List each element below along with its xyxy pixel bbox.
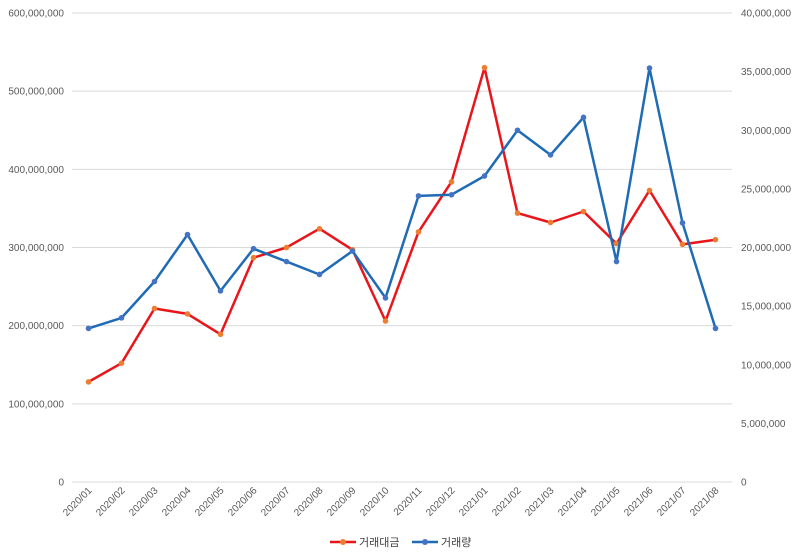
series-layer [85,64,719,385]
series-1-point[interactable] [382,318,389,324]
right-tick-label: 40,000,000 [741,9,791,20]
series-2-point[interactable] [646,65,653,71]
right-y-axis: 0 5,000,000 10,000,000 15,000,000 20,000,000… [741,9,791,489]
series-2-point[interactable] [151,278,158,285]
x-tick-label: 2020/01 [61,485,95,519]
right-tick-label: 35,000,000 [741,67,791,78]
series-1-point[interactable] [415,229,422,235]
series-2-point[interactable] [613,258,620,265]
series-2-point[interactable] [481,173,488,179]
x-tick-label: 2020/07 [259,485,293,519]
series-1-point[interactable] [316,225,323,232]
left-tick-label: 100,000,000 [8,399,64,410]
left-tick-label: 600,000,000 [8,9,64,20]
series-1-point[interactable] [118,360,125,366]
series-2-point[interactable] [283,258,290,265]
series-2-point[interactable] [679,220,686,226]
series-2-line [88,66,717,330]
series-2-point[interactable] [316,271,323,278]
left-tick-label: 400,000,000 [8,165,64,176]
x-tick-label: 2020/02 [94,485,128,519]
x-tick-label: 2021/08 [688,485,722,519]
left-tick-label: 500,000,000 [8,87,64,98]
x-tick-label: 2020/08 [292,485,326,519]
x-tick-label: 2021/07 [655,485,689,519]
legend-item-series-2[interactable]: 거래량 [412,536,471,549]
left-tick-label: 0 [58,478,64,489]
series-1-point[interactable] [151,305,158,312]
series-1-point[interactable] [85,379,92,385]
x-tick-label: 2021/01 [457,485,491,519]
series-2-point[interactable] [547,152,554,158]
legend-label-series-1: 거래대금 [359,536,399,549]
x-tick-label: 2020/06 [226,485,260,519]
left-y-axis: 0 100,000,000 200,000,000 300,000,000 400,00… [8,9,64,489]
series-2-point[interactable] [448,191,455,198]
series-1-point[interactable] [250,254,257,261]
x-tick-label: 2020/10 [358,485,392,519]
series-2-point[interactable] [184,231,191,238]
right-tick-label: 5,000,000 [741,419,786,430]
legend-label-series-2: 거래량 [441,536,471,549]
legend-swatch-marker [422,539,428,545]
series-2-point[interactable] [118,315,125,321]
x-tick-label: 2020/05 [193,485,227,519]
x-tick-label: 2021/02 [490,485,524,519]
right-tick-label: 10,000,000 [741,360,791,371]
legend-swatch-marker [340,539,346,545]
series-1-point[interactable] [514,210,521,216]
right-tick-label: 20,000,000 [741,243,791,254]
left-tick-label: 200,000,000 [8,321,64,332]
series-2-point[interactable] [415,193,422,199]
right-tick-label: 25,000,000 [741,184,791,195]
series-2-point[interactable] [382,295,389,301]
series-2-point[interactable] [217,288,224,294]
x-tick-label: 2020/03 [127,485,161,519]
series-1-point[interactable] [283,244,290,251]
series-1-point[interactable] [613,240,620,247]
series-1-point[interactable] [712,236,719,243]
series-2-point[interactable] [85,325,92,332]
x-tick-label: 2020/04 [160,485,194,519]
x-tick-label: 2021/05 [589,485,623,519]
series-1-line [87,66,716,383]
series-1-point[interactable] [547,219,554,226]
legend: 거래대금 거래량 [330,536,471,549]
series-1-point[interactable] [448,179,455,185]
x-tick-label: 2021/03 [523,485,557,519]
x-tick-label: 2020/11 [392,485,425,518]
gridlines [72,12,732,483]
series-1-point[interactable] [679,241,686,248]
series-2 [85,65,719,332]
x-tick-label: 2020/09 [325,485,359,519]
x-axis: 2020/01 2020/02 2020/03 2020/04 2020/05 2020/… [61,485,722,519]
series-1-point[interactable] [580,208,587,215]
x-tick-label: 2021/04 [556,485,590,519]
series-1-point[interactable] [481,64,488,71]
series-2-point[interactable] [349,248,356,254]
right-tick-label: 15,000,000 [741,302,791,313]
right-tick-label: 0 [741,478,747,489]
series-2-point[interactable] [712,325,719,332]
series-1-point[interactable] [184,311,191,317]
series-2-point[interactable] [580,114,587,121]
series-1-point[interactable] [217,331,224,338]
series-1-point[interactable] [646,187,653,194]
series-2-point[interactable] [514,127,521,134]
left-tick-label: 300,000,000 [8,243,64,254]
x-tick-label: 2021/06 [622,485,656,519]
right-tick-label: 30,000,000 [741,126,791,137]
legend-item-series-1[interactable]: 거래대금 [330,536,399,549]
x-tick-label: 2020/12 [424,485,458,519]
series-2-point[interactable] [250,245,257,252]
